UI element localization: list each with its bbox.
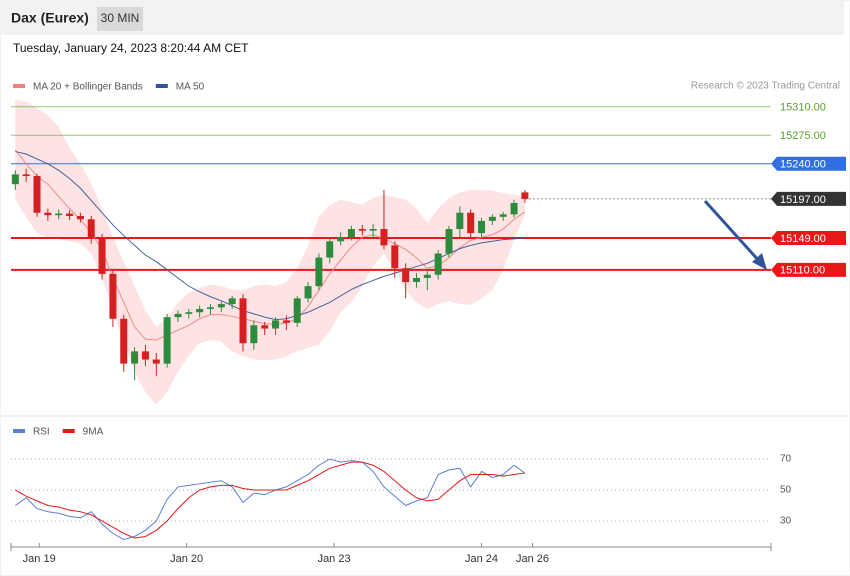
candle-body — [402, 268, 410, 283]
level-label: 15197.00 — [780, 194, 826, 206]
candle-body — [499, 214, 507, 217]
candle-body — [358, 229, 366, 231]
series-line — [15, 461, 525, 539]
timestamp: Tuesday, January 24, 2023 8:20:44 AM CET — [13, 41, 249, 55]
legend-swatch — [62, 429, 75, 433]
candle-body — [467, 212, 475, 234]
legend-swatch — [13, 429, 25, 433]
candle-body — [315, 257, 323, 287]
candle-body — [423, 274, 431, 278]
candle-body — [141, 351, 149, 360]
candle-body — [109, 273, 117, 319]
candle-body — [250, 325, 258, 344]
forecast-arrow — [703, 199, 762, 264]
bollinger-band — [15, 99, 525, 405]
candle-body — [412, 277, 420, 283]
plot: MA 20 + Bollinger Bands MA 50 15310.00 1527… — [10, 82, 846, 565]
candle-body — [22, 174, 30, 177]
candle-body — [55, 213, 63, 216]
candle-body — [282, 320, 290, 323]
candle-body — [326, 241, 334, 258]
x-tick-label: Jan 23 — [318, 553, 351, 565]
level-label: 15240.00 — [780, 159, 826, 171]
instrument-title: Dax (Eurex) — [11, 10, 89, 26]
candle-body — [228, 298, 236, 305]
candle-body — [217, 304, 225, 308]
x-tick-label: Jan 19 — [23, 553, 56, 565]
credit: Research © 2023 Trading Central — [691, 81, 840, 92]
candle-body — [521, 192, 529, 199]
legend-label: 9MA — [83, 427, 104, 438]
candle-body — [293, 298, 301, 323]
candle-body — [120, 318, 128, 364]
candle-body — [337, 237, 345, 242]
candle-body — [163, 317, 171, 364]
level-label: 15110.00 — [780, 265, 825, 277]
candle-body — [488, 216, 496, 221]
series-line — [15, 458, 526, 541]
level-label: 15310.00 — [780, 102, 826, 114]
legend-swatch — [155, 84, 168, 88]
level-tag — [771, 231, 846, 246]
x-tick-label: Jan 24 — [465, 553, 498, 565]
legend-label: MA 50 — [176, 82, 205, 93]
level-label: 15275.00 — [780, 130, 826, 142]
level-tag — [771, 156, 846, 171]
candle-body — [239, 298, 247, 344]
level-label: 15149.00 — [780, 233, 826, 245]
candle-body — [76, 215, 84, 220]
candle-body — [261, 325, 269, 329]
candle-body — [87, 219, 95, 238]
interval-label[interactable]: 30 MIN — [101, 11, 140, 25]
candle-body — [456, 212, 464, 230]
y-tick-label: 30 — [780, 516, 792, 527]
y-tick-label: 50 — [780, 485, 792, 496]
candle-body — [369, 229, 377, 231]
candle-body — [185, 312, 193, 314]
candle-body — [174, 313, 182, 318]
candle-body — [510, 202, 518, 215]
level-tag — [771, 191, 846, 206]
candle-body — [66, 213, 74, 216]
candle-body — [272, 320, 280, 329]
level-tag — [771, 262, 846, 277]
legend-label: RSI — [33, 427, 50, 438]
candle-body — [33, 176, 41, 213]
x-tick-label: Jan 26 — [516, 553, 549, 565]
legend-swatch — [13, 84, 25, 88]
candle-body — [44, 212, 52, 216]
candle-body — [304, 286, 312, 299]
y-tick-label: 70 — [780, 454, 792, 465]
candle-body — [206, 307, 214, 309]
candle-body — [445, 229, 453, 254]
candle-body — [380, 229, 388, 246]
candle-body — [98, 237, 106, 274]
interval-button[interactable] — [97, 7, 143, 31]
candle-body — [196, 308, 204, 313]
candle-body — [478, 220, 486, 234]
candle-body — [152, 359, 160, 364]
legend-label: MA 20 + Bollinger Bands — [33, 82, 143, 93]
x-tick-label: Jan 20 — [170, 553, 203, 565]
forecast-arrow-head — [752, 253, 767, 270]
candle-body — [391, 245, 399, 269]
candle-body — [131, 351, 139, 364]
candle-body — [347, 229, 355, 238]
candle-body — [434, 253, 442, 275]
candle-body — [11, 174, 19, 185]
